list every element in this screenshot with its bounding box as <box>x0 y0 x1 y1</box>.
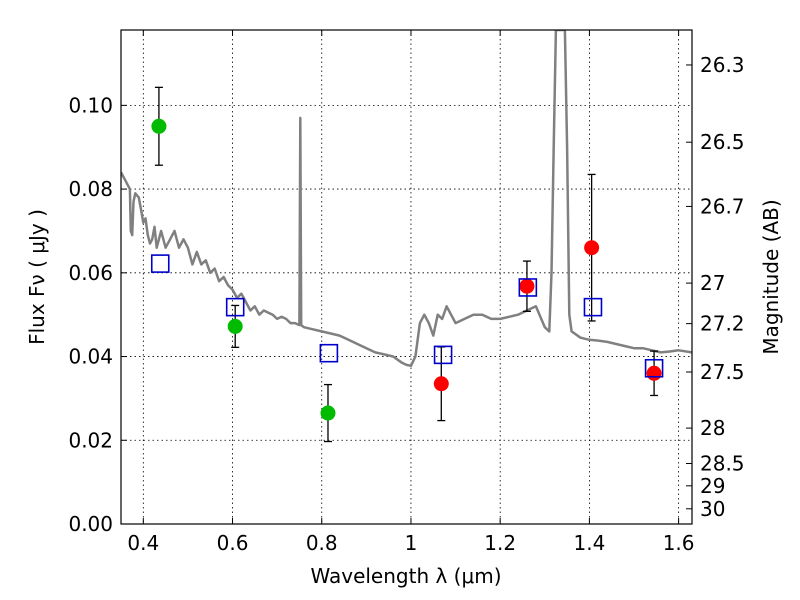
mag-tick-label: 26.3 <box>700 53 745 77</box>
y-tick-label: 0.02 <box>68 428 113 452</box>
mag-tick-label: 28 <box>700 416 725 440</box>
x-tick-label: 1.4 <box>573 531 605 555</box>
square-marker <box>518 278 538 297</box>
y-tick-label: 0.08 <box>68 177 113 201</box>
mag-tick-label: 27.5 <box>700 360 745 384</box>
circle-marker <box>646 365 662 381</box>
mag-tick-label: 29 <box>700 474 725 498</box>
model-spectrum <box>121 30 692 368</box>
x-tick-label: 0.4 <box>127 531 159 555</box>
square-marker <box>644 358 664 378</box>
mag-tick-label: 26.5 <box>700 130 745 154</box>
mag-tick-label: 27.2 <box>700 312 745 336</box>
mag-tick-label: 30 <box>700 497 725 521</box>
circle-marker <box>433 376 449 392</box>
x-tick-label: 0.8 <box>306 531 338 555</box>
square-marker <box>319 343 339 363</box>
square-marker <box>583 297 603 317</box>
y-tick-label: 0.06 <box>68 261 113 285</box>
plot-background <box>121 30 692 524</box>
circle-marker <box>227 318 243 334</box>
mag-tick-label: 26.7 <box>700 194 745 218</box>
square-marker <box>225 297 245 317</box>
x-tick-label: 0.6 <box>217 531 249 555</box>
y-axis-title: Flux Fν ( μJy ) <box>25 209 49 345</box>
square-marker <box>150 254 170 273</box>
circle-marker <box>584 240 600 256</box>
x-tick-label: 1 <box>405 531 418 555</box>
circle-marker <box>151 118 167 134</box>
x-tick-label: 1.2 <box>484 531 516 555</box>
circle-marker <box>320 405 336 421</box>
plot-frame <box>120 29 693 525</box>
y-tick-label: 0.10 <box>68 93 113 117</box>
square-marker <box>433 345 453 365</box>
mag-tick-label: 27 <box>700 271 725 295</box>
axis-ticks: 0.4 0.6 0.8 1 1.2 1.4 1.6 0.00 0.02 0.04 0.06 0.08 0… <box>68 30 745 555</box>
x-axis-title: Wavelength λ (μm) <box>310 564 501 588</box>
y-tick-label: 0.04 <box>68 345 113 369</box>
mag-tick-label: 28.5 <box>700 451 745 475</box>
circle-marker <box>519 278 535 294</box>
data-points <box>150 86 664 443</box>
secondary-y-axis-title: Magnitude (AB) <box>759 199 783 354</box>
x-tick-label: 1.6 <box>663 531 695 555</box>
y-tick-label: 0.00 <box>68 512 113 536</box>
model-spectrum-line <box>121 30 692 368</box>
